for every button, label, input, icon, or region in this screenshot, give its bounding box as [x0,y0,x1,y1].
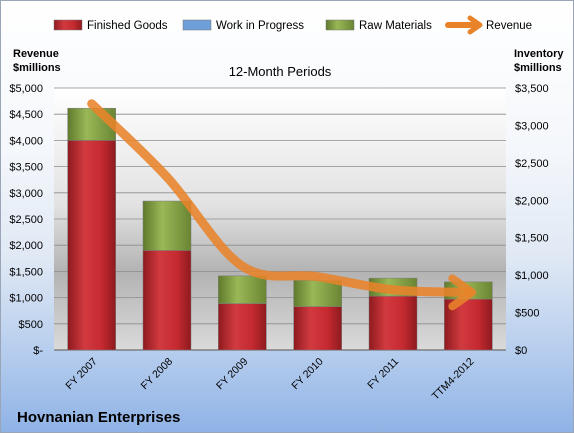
legend-swatch-raw-materials [325,19,355,31]
bar-finished-goods [368,295,418,351]
legend-swatch-work-in-progress [182,19,212,31]
revenue-line [87,99,473,297]
legend-arrow-revenue [467,15,483,35]
bar-finished-goods [293,306,342,351]
left-tick-label: $5,000 [9,83,43,95]
bar-finished-goods [218,303,267,351]
right-tick-label: $3,500 [515,83,549,95]
left-tick-label: $1,000 [9,293,43,305]
x-tick-label: FY 2011 [365,356,401,392]
x-tick-label: FY 2009 [214,356,251,393]
left-tick-label: $1,500 [9,266,43,278]
right-tick-label: $2,000 [515,195,549,207]
legend-label: Revenue [486,20,532,32]
right-tick-label: $500 [515,308,539,320]
right-tick-label: $2,500 [515,158,549,170]
bar-raw-materials [218,275,267,304]
left-tick-label: $4,500 [9,109,43,121]
left-tick-label: $3,000 [9,188,43,200]
right-axis-title-unit: $millions [514,62,562,74]
right-axis-title: Inventory [514,48,564,60]
right-tick-label: $1,000 [515,270,549,282]
left-tick-label: $500 [19,319,43,331]
x-tick-label: FY 2007 [63,356,100,393]
x-tick-label: TTM4-2012 [430,356,477,403]
bar-finished-goods [67,140,116,351]
right-tick-label: $3,000 [515,120,549,132]
right-tick-label: $1,500 [515,233,549,245]
bar-raw-materials [142,200,192,251]
left-tick-label: $4,000 [9,135,43,147]
chart-title: 12-Month Periods [229,64,332,79]
legend-label: Raw Materials [359,20,432,32]
revenue-arrowhead [448,274,477,311]
left-axis-title-unit: $millions [13,62,61,74]
bar-raw-materials [293,280,342,307]
left-tick-label: $2,000 [9,240,43,252]
company-name: Hovnanian Enterprises [17,409,180,426]
right-tick-label: $0 [515,345,527,357]
left-tick-label: $3,500 [9,162,43,174]
x-tick-label: FY 2010 [289,356,326,393]
legend-label: Finished Goods [87,20,168,32]
legend-label: Work in Progress [216,20,304,32]
bar-finished-goods [142,250,192,351]
left-tick-label: $2,500 [9,214,43,226]
x-tick-label: FY 2008 [139,356,176,393]
left-tick-label: $- [33,345,43,357]
legend-swatch-finished-goods [53,19,83,31]
left-axis-title: Revenue [13,48,59,60]
